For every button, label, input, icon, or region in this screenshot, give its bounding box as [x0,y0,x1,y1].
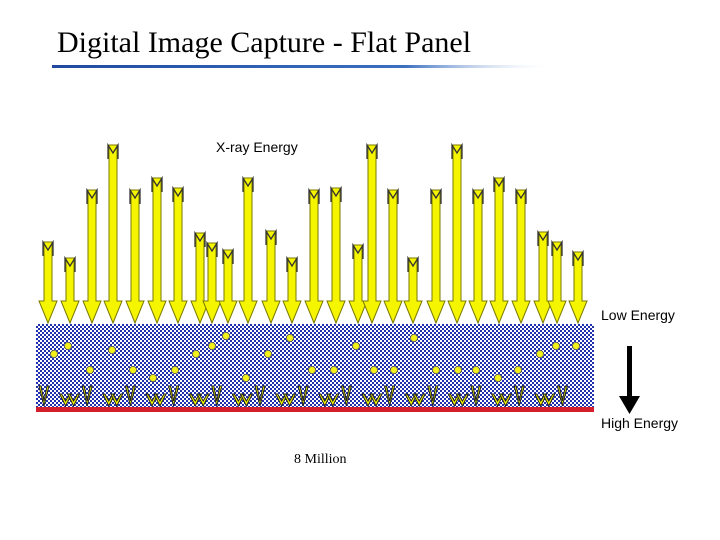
light-particle [369,365,378,374]
light-particle [191,349,200,358]
detector-mark [282,393,297,408]
light-particle [148,373,157,382]
xray-photon-arrow [533,229,553,325]
detector-mark [340,385,353,407]
xray-photon-arrow [38,239,58,325]
xray-photon-arrow [190,230,210,325]
detector-mark [297,385,309,407]
slide-title: Digital Image Capture - Flat Panel [57,26,472,59]
xray-photon-arrow [468,187,488,325]
xray-photon-arrow [103,142,123,325]
detector-mark [383,385,396,407]
light-particle [128,365,137,374]
count-label: 8 Million [294,452,347,467]
xray-photon-arrow [147,175,167,325]
detector-mark [81,385,93,407]
detector-mark [254,385,266,407]
light-particle [431,365,440,374]
light-particle [572,341,581,350]
xray-photon-arrow [60,255,80,325]
xray-photon-arrow [238,175,258,325]
xray-energy-label: X-ray Energy [216,139,298,155]
light-particle [207,341,216,350]
light-particle [389,365,398,374]
detector-mark [412,393,427,408]
light-particle [108,345,117,354]
detector-base [36,407,594,412]
xray-photon-arrow [511,187,531,325]
xray-photon-arrow [348,242,368,325]
light-particle [285,333,294,342]
detector-mark [369,393,383,408]
light-particle [552,341,561,350]
xray-photon-arrow [403,255,423,325]
detector-mark [513,385,525,407]
xray-photon-arrow [168,185,188,325]
light-particle [307,365,316,374]
detector-mark [239,393,254,408]
detector-mark [556,385,569,407]
light-particles [50,331,581,382]
xray-photon-arrow [568,249,588,325]
light-particle [64,341,73,350]
xray-photon-arrow [282,255,302,325]
light-particle [50,349,59,358]
detector-mark [455,393,470,408]
xray-photon-arrow [383,187,403,325]
xray-photon-arrow [426,187,446,325]
light-particle [86,365,95,374]
detector-mark [66,393,81,408]
light-particle [329,365,338,374]
title-underline [52,65,557,68]
detector-mark [325,393,340,408]
light-particle [241,373,250,382]
xray-photon-arrow [362,142,382,325]
detector-mark [196,393,211,408]
detector-mark [470,385,482,407]
xray-photon-arrow [261,228,281,325]
detector-mark [211,385,223,407]
xray-photon-arrow [547,239,567,325]
light-particle [409,333,418,342]
light-particle [263,349,272,358]
low-energy-label: Low Energy [601,307,675,323]
light-particle [170,365,179,374]
detector-mark [167,385,180,407]
detector-mark [124,385,137,407]
detector-mark [153,393,167,408]
xray-photon-arrow [202,240,222,325]
light-particle [536,349,545,358]
detector-marks [38,385,569,408]
light-particle [453,365,462,374]
xray-photon-arrow [304,187,324,325]
xray-photon-arrow [489,175,509,325]
xray-photon-arrow [82,187,102,325]
photon-arrows [38,142,588,325]
light-particle [471,365,480,374]
xray-photon-arrow [125,187,145,325]
xray-photon-arrow [447,142,467,325]
detector-mark [109,393,124,408]
light-particle [514,365,523,374]
detector-mark [498,393,513,408]
light-particle [351,341,360,350]
light-particle [221,331,230,340]
light-particle [493,373,502,382]
energy-gradient-arrow [619,346,640,414]
high-energy-label: High Energy [601,415,678,431]
detector-mark [427,385,439,407]
xray-photon-arrow [326,185,346,325]
xray-photon-arrow [218,247,238,325]
detector-mark [541,393,556,408]
detector-mark [38,385,50,407]
